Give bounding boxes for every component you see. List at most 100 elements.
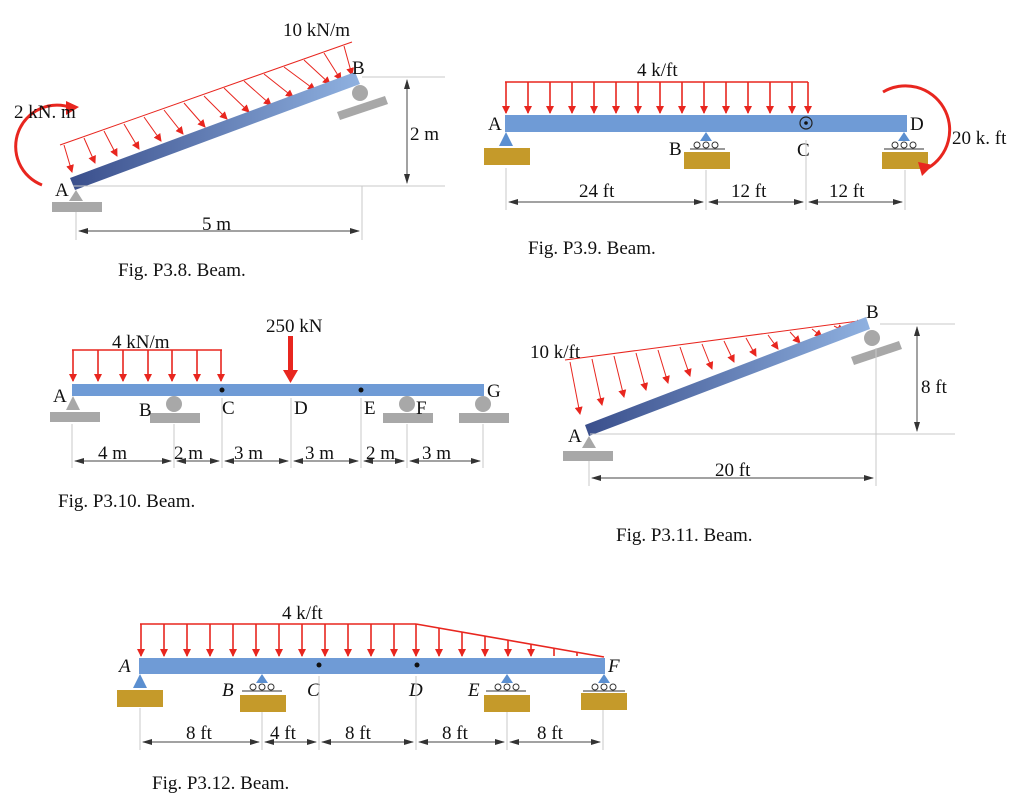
p311-pin-support-a — [582, 436, 596, 448]
p39-rollers-d — [884, 141, 924, 150]
figure-p3-9: 4 k/ft A B C D 20 k. ft — [484, 60, 1007, 259]
p310-label-g: G — [487, 381, 501, 402]
p310-ground-f — [383, 413, 433, 423]
p39-dim-2: 12 ft — [731, 181, 767, 202]
p310-beam — [72, 384, 484, 396]
p310-dim-3: 3 m — [234, 443, 263, 464]
p39-label-d: D — [910, 114, 924, 135]
p312-rollers-b — [242, 683, 282, 692]
p39-roller-support-d — [898, 132, 910, 141]
p310-label-f: F — [416, 398, 427, 419]
p39-label-c: C — [797, 140, 810, 161]
p312-hinge-d — [414, 662, 420, 668]
p39-label-b: B — [669, 139, 682, 160]
p310-load-label: 4 kN/m — [112, 332, 170, 353]
p311-distributed-load — [564, 319, 867, 415]
p38-moment-label: 2 kN. m — [14, 102, 76, 123]
figure-p3-11: 10 k/ft A B 8 ft 20 ft Fig. P3.11. Beam. — [530, 302, 955, 546]
p312-ground-a — [117, 690, 163, 707]
p312-roller-support-b — [256, 674, 268, 683]
p310-point-load-arrowhead — [283, 370, 298, 383]
p311-load-label: 10 k/ft — [530, 342, 581, 363]
p312-roller-support-f — [598, 674, 610, 683]
p311-beam — [585, 317, 870, 436]
p310-label-e: E — [364, 398, 376, 419]
p39-beam — [505, 115, 907, 132]
p310-ground-a — [50, 412, 100, 422]
p312-dim-2: 4 ft — [270, 723, 297, 744]
p38-distributed-load — [59, 41, 354, 173]
p310-dim-4: 3 m — [305, 443, 334, 464]
p312-label-a: A — [117, 656, 131, 677]
p38-height-label: 2 m — [410, 124, 439, 145]
p312-label-c: C — [307, 680, 320, 701]
p311-ground-a — [563, 451, 613, 461]
p310-roller-g — [475, 396, 491, 412]
p310-caption: Fig. P3.10. Beam. — [58, 491, 195, 512]
p39-load-label: 4 k/ft — [637, 60, 678, 81]
p39-rollers-b — [690, 141, 725, 150]
p312-dim-3: 8 ft — [345, 723, 372, 744]
p39-ground-b — [684, 152, 730, 169]
p39-caption: Fig. P3.9. Beam. — [528, 238, 656, 259]
figure-p3-8: 10 kN/m A B 2 kN. m 2 m 5 m Fig. P3.8. B… — [14, 20, 445, 281]
p39-dim-3: 12 ft — [829, 181, 865, 202]
p312-pin-support-a — [133, 674, 147, 688]
p38-label-a: A — [55, 180, 69, 201]
p310-hinge-c — [219, 387, 225, 393]
p310-ground-g — [459, 413, 509, 423]
p310-hinge-e — [358, 387, 364, 393]
p312-beam — [139, 658, 605, 674]
p312-caption: Fig. P3.12. Beam. — [152, 773, 289, 794]
p39-moment-arc — [882, 84, 952, 170]
p39-distributed-load — [502, 82, 812, 114]
p310-dim-6: 3 m — [422, 443, 451, 464]
p39-label-a: A — [488, 114, 502, 135]
p310-roller-b — [166, 396, 182, 412]
p311-roller-b — [864, 330, 880, 346]
p312-hinge-c — [316, 662, 322, 668]
p38-beam — [70, 72, 360, 190]
p312-dim-5: 8 ft — [537, 723, 564, 744]
p39-hinge-c — [799, 116, 813, 130]
p38-span-label: 5 m — [202, 214, 231, 235]
p39-ground-d — [882, 152, 928, 169]
figure-p3-12: 4 k/ft A B C D E — [117, 603, 627, 794]
p310-label-b: B — [139, 400, 152, 421]
p39-dim-1: 24 ft — [579, 181, 615, 202]
p312-distributed-load — [137, 624, 578, 657]
p312-label-b: B — [222, 680, 234, 701]
p312-rollers-e — [486, 683, 526, 692]
p312-roller-support-e — [501, 674, 513, 683]
p310-pin-support-a — [66, 396, 80, 410]
p38-caption: Fig. P3.8. Beam. — [118, 260, 246, 281]
p312-ground-b — [240, 695, 286, 712]
p311-span-label: 20 ft — [715, 460, 751, 481]
p312-load-label: 4 k/ft — [282, 603, 323, 624]
p38-moment-arc — [14, 103, 73, 187]
p38-pin-support-a — [69, 190, 83, 201]
p39-moment-arrowhead — [918, 162, 933, 176]
p312-label-f: F — [607, 656, 620, 677]
p310-point-load-label: 250 kN — [266, 316, 323, 337]
p39-pin-support-a — [499, 132, 513, 146]
p310-label-d: D — [294, 398, 308, 419]
p312-load-taper-line — [415, 623, 605, 658]
p311-height-label: 8 ft — [921, 377, 948, 398]
p310-distributed-load — [69, 350, 225, 382]
p38-ground-a — [52, 202, 102, 212]
p310-dim-5: 2 m — [366, 443, 395, 464]
p311-label-a: A — [568, 426, 582, 447]
p38-load-label: 10 kN/m — [283, 20, 350, 41]
p38-roller-b — [352, 85, 368, 101]
p310-dim-1: 4 m — [98, 443, 127, 464]
p310-point-load-shaft — [288, 336, 293, 372]
p38-incline-ground-b — [337, 96, 388, 120]
p39-ground-a — [484, 148, 530, 165]
p312-rollers-f — [583, 683, 625, 692]
p38-moment-arrowhead — [66, 101, 79, 115]
p310-ground-b — [150, 413, 200, 423]
p312-dim-1: 8 ft — [186, 723, 213, 744]
p311-caption: Fig. P3.11. Beam. — [616, 525, 753, 546]
